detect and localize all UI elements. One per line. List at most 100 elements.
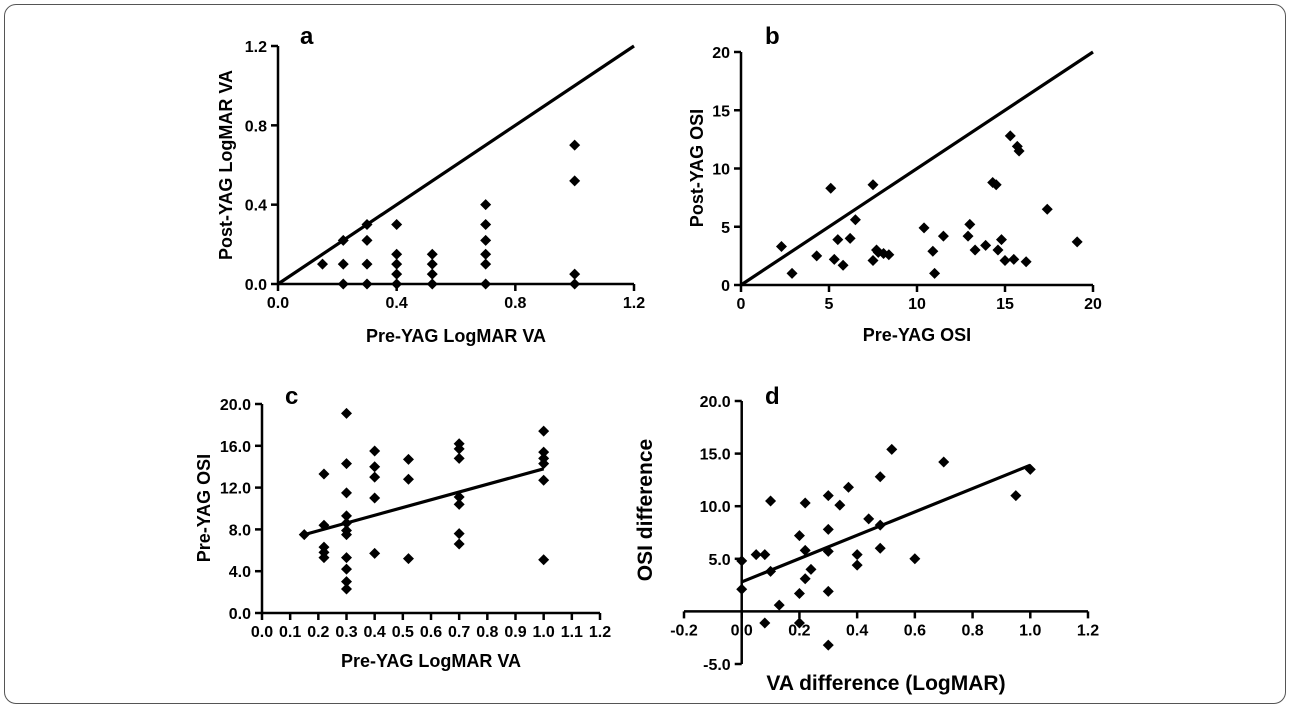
x-tick-label: 1.0: [533, 624, 555, 641]
data-point: [825, 182, 837, 194]
data-point: [938, 456, 950, 468]
panel-label: a: [300, 23, 314, 50]
data-point: [874, 519, 886, 531]
data-point: [538, 458, 550, 470]
x-axis-label: VA difference (LogMAR): [766, 672, 1005, 695]
y-tick-label: 5: [721, 220, 730, 237]
data-point: [992, 244, 1004, 256]
data-point: [341, 576, 352, 588]
y-tick-label: 16.0: [220, 439, 251, 456]
data-point: [361, 219, 373, 230]
data-point: [793, 588, 805, 600]
data-point: [453, 528, 465, 540]
data-point: [874, 542, 886, 554]
data-point: [569, 139, 581, 151]
data-point: [851, 559, 863, 571]
data-point: [775, 241, 787, 253]
data-point: [569, 175, 581, 187]
data-point: [867, 179, 879, 191]
data-point: [937, 230, 949, 242]
data-point: [341, 529, 352, 541]
data-point: [453, 452, 465, 464]
y-axis-label: OSI difference: [634, 439, 657, 581]
data-point: [369, 547, 381, 559]
data-point: [822, 523, 834, 535]
data-point: [538, 446, 550, 458]
data-point: [361, 234, 373, 246]
data-point: [851, 549, 863, 561]
data-point: [969, 244, 981, 256]
data-point: [1020, 256, 1032, 268]
x-tick-label: 0.3: [335, 624, 357, 641]
x-tick-label: 0.2: [307, 624, 329, 641]
data-point: [480, 248, 492, 260]
data-point: [391, 258, 403, 270]
data-point: [759, 549, 771, 561]
data-point: [341, 583, 352, 595]
x-axis-label: Pre-YAG OSI: [863, 325, 971, 345]
data-point: [1008, 253, 1020, 265]
data-point: [822, 545, 834, 557]
data-point: [799, 573, 811, 585]
chart-panel-c: 0.0 0.1 0.2 0.3 0.4 0.5 0.6 0.7 0.8 0.9 1.0 1.1 1.2 0…: [194, 383, 611, 671]
data-point: [1024, 463, 1036, 475]
data-point: [834, 499, 846, 511]
x-tick-label: 0.8: [961, 622, 983, 639]
data-point: [805, 563, 817, 575]
data-point: [391, 268, 403, 280]
data-point: [863, 513, 875, 525]
data-point: [799, 497, 811, 509]
x-tick-label: 0.6: [904, 622, 926, 639]
x-tick-label: 0: [737, 296, 746, 313]
data-point: [822, 585, 834, 597]
y-tick-label: 0.0: [245, 277, 267, 294]
reference-line: [741, 463, 1031, 584]
data-point: [990, 179, 1002, 191]
data-point: [909, 553, 921, 565]
data-point: [341, 458, 352, 470]
data-point: [878, 248, 890, 260]
y-tick-label: 15: [712, 103, 730, 120]
x-tick-label: 0.1: [279, 624, 301, 641]
x-tick-label: 0.5: [392, 624, 414, 641]
data-point: [453, 443, 465, 455]
data-point: [480, 278, 492, 290]
data-point: [426, 268, 438, 280]
data-point: [929, 267, 941, 279]
data-point: [361, 278, 373, 290]
panel-label: d: [765, 383, 780, 410]
x-tick-label: -0.2: [670, 622, 698, 639]
x-axis-label: Pre-YAG LogMAR VA: [341, 651, 521, 671]
data-point: [736, 555, 748, 567]
data-point: [453, 498, 465, 510]
y-axis-label: Pre-YAG OSI: [194, 454, 214, 562]
data-point: [318, 519, 330, 531]
y-tick-label: 5.0: [708, 552, 730, 569]
data-point: [1041, 203, 1053, 215]
x-tick-label: 0.4: [386, 295, 408, 312]
data-point: [538, 425, 550, 437]
y-tick-label: 8.0: [229, 522, 251, 539]
x-axis-label: Pre-YAG LogMAR VA: [366, 326, 546, 346]
x-tick-label: 0.4: [846, 622, 868, 639]
data-point: [538, 474, 550, 486]
data-point: [341, 407, 352, 419]
y-tick-label: 20: [712, 45, 730, 62]
x-tick-label: 15: [996, 296, 1014, 313]
y-tick-label: 0.4: [245, 198, 267, 215]
x-tick-label: 1.0: [1019, 622, 1041, 639]
data-point: [1010, 490, 1022, 502]
data-point: [793, 617, 805, 629]
data-point: [980, 239, 992, 251]
data-point: [811, 250, 823, 262]
data-point: [369, 471, 381, 483]
data-point: [426, 278, 438, 290]
data-point: [999, 255, 1011, 267]
data-point: [402, 453, 414, 465]
data-point: [927, 245, 939, 257]
data-point: [1071, 236, 1083, 248]
data-point: [765, 495, 777, 507]
data-point: [849, 214, 861, 226]
data-point: [341, 552, 352, 564]
